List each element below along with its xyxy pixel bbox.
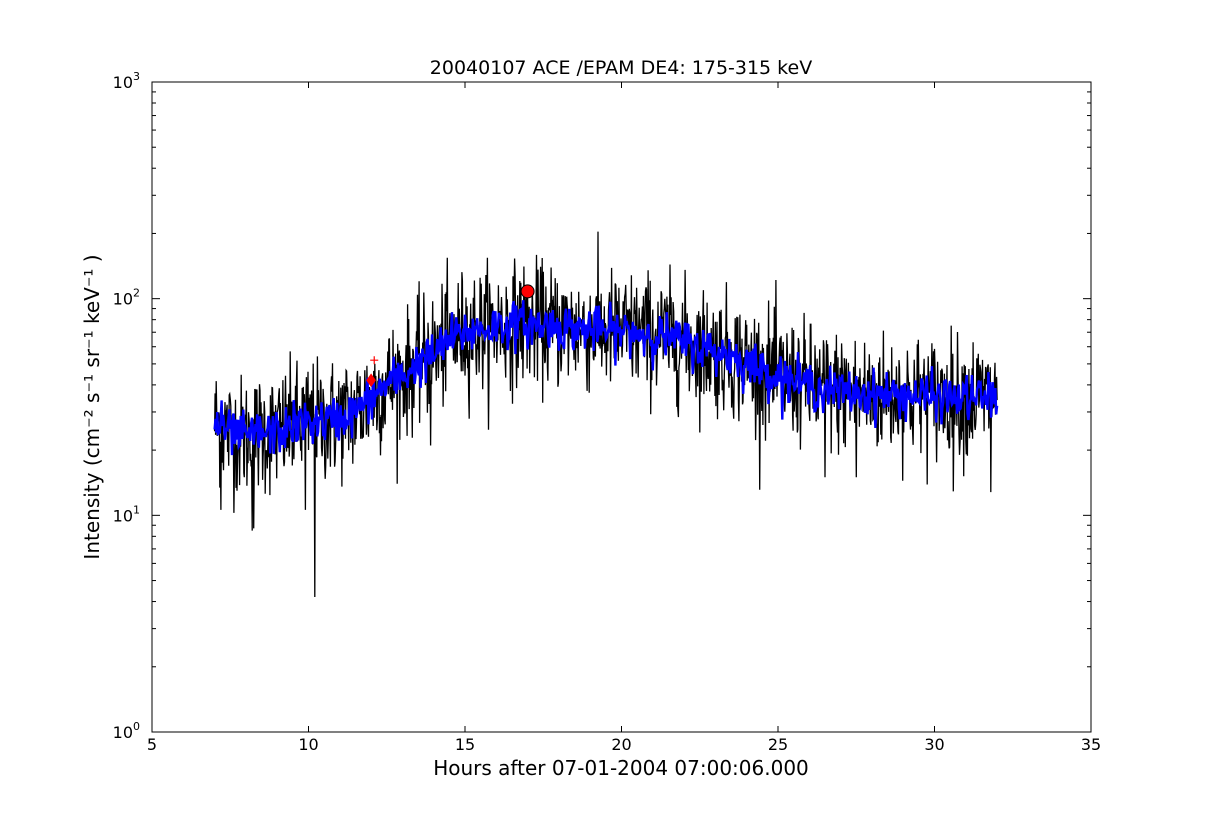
chart-title: 20040107 ACE /EPAM DE4: 175-315 keV [430, 57, 812, 79]
ticks-layer: 5 10 15 20 25 30 35 100 101 102 103 [113, 70, 1102, 754]
x-tick-label: 20 [611, 735, 631, 754]
onset-marker-plus [370, 356, 379, 365]
x-axis-label: Hours after 07-01-2004 07:00:06.000 [433, 756, 809, 780]
x-tick-label: 15 [455, 735, 475, 754]
series-smoothed-line [213, 300, 999, 456]
onset-marker-diamond [366, 373, 376, 388]
y-tick-label: 102 [113, 287, 140, 309]
y-tick-label: 103 [113, 70, 140, 92]
series-raw-line [213, 231, 998, 598]
x-tick-label: 10 [298, 735, 318, 754]
x-tick-label: 25 [768, 735, 788, 754]
y-tick-label: 101 [113, 503, 140, 525]
y-axis-label: Intensity (cm⁻² s⁻¹ sr⁻¹ keV⁻¹ ) [80, 254, 104, 559]
y-tick-label: 100 [113, 720, 140, 742]
peak-marker-circle [520, 284, 535, 299]
x-tick-label: 35 [1081, 735, 1101, 754]
x-tick-label: 30 [924, 735, 944, 754]
x-tick-label: 5 [147, 735, 157, 754]
